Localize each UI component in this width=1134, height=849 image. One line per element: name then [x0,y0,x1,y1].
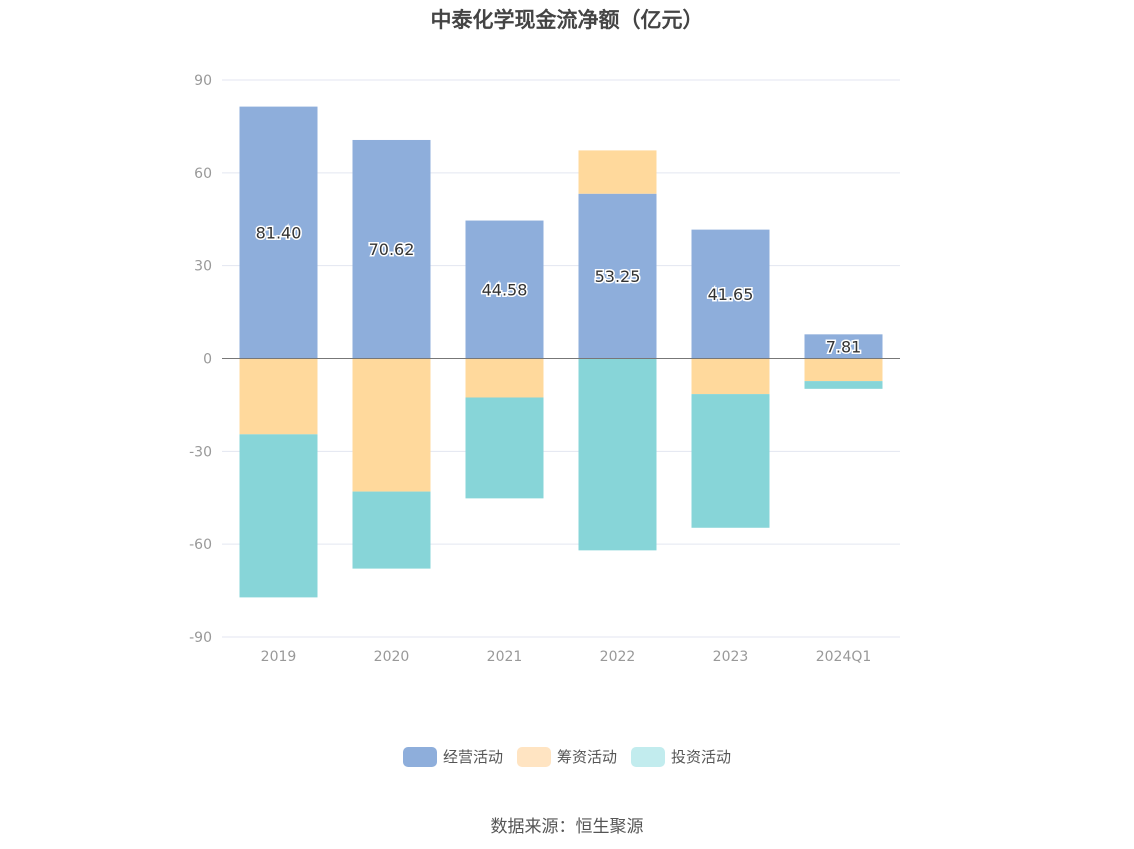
legend-swatch-financing [516,746,551,767]
bar-financing [691,358,770,395]
bar-investing [691,394,770,528]
y-tick-label: -60 [189,537,212,553]
x-tick-label: 2022 [600,649,636,665]
bar-financing [352,358,431,492]
bar-operating [239,106,318,359]
bar-financing [465,358,544,398]
bar-operating [352,139,431,359]
legend: 经营活动 筹资活动 投资活动 [0,746,1134,767]
legend-item-operating[interactable]: 经营活动 [402,746,503,767]
bar-financing [239,358,318,435]
data-label: 53.25 [595,267,641,286]
y-tick-label: 0 [203,352,212,368]
data-label: 7.81 [826,337,862,356]
bar-investing [239,434,318,598]
bar-operating [804,334,883,359]
y-tick-label: 30 [194,259,212,275]
bar-operating [465,220,544,359]
y-tick-label: 90 [194,73,212,89]
data-label: 70.62 [369,240,415,259]
x-tick-label: 2021 [487,649,523,665]
legend-label-investing: 投资活动 [671,748,732,766]
chart-plot: 90 60 30 0 -30 -60 -90 2019 2020 2021 2022 2023 2024… [189,73,900,665]
source-note: 数据来源：恒生聚源 [490,817,644,837]
y-tick-label: -30 [189,444,212,460]
y-tick-label: -90 [189,630,212,646]
bar-investing [352,491,431,569]
chart-title: 中泰化学现金流净额（亿元） [430,8,704,32]
legend-item-investing[interactable]: 投资活动 [631,746,731,767]
bar-financing [578,150,657,194]
legend-item-financing[interactable]: 筹资活动 [516,746,617,767]
bar-operating [691,229,770,359]
y-tick-label: 60 [194,166,212,182]
data-label: 44.58 [482,281,528,300]
legend-label-operating: 经营活动 [442,748,503,766]
data-label: 41.65 [708,285,754,304]
bar-investing [465,397,544,499]
bar-investing [578,358,657,551]
bar-investing [804,381,883,389]
bar-financing [804,358,883,382]
x-tick-label: 2024Q1 [816,649,872,665]
bar-operating [578,193,657,359]
legend-label-financing: 筹资活动 [556,748,617,766]
data-label: 81.40 [256,224,302,243]
x-tick-label: 2020 [374,649,410,665]
x-tick-label: 2019 [261,649,297,665]
legend-swatch-investing [631,746,665,767]
x-tick-label: 2023 [713,649,749,665]
legend-swatch-operating [402,746,437,767]
